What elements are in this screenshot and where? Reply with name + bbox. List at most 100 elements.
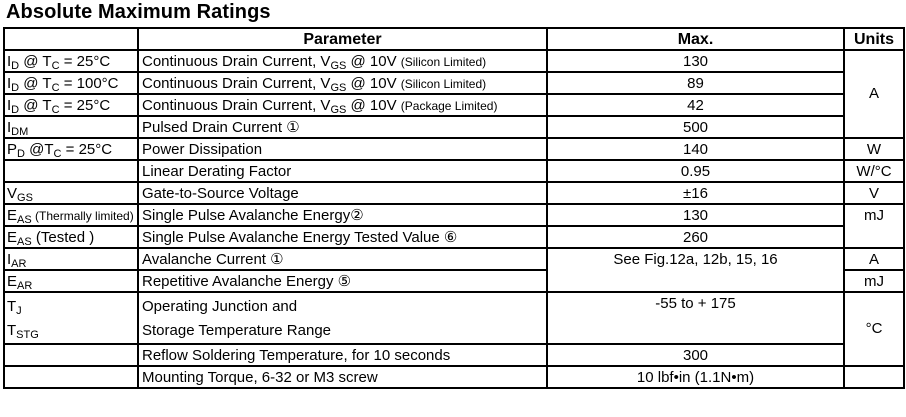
text-line: ID @ TC = 25°C	[7, 97, 110, 114]
parameter-cell: Reflow Soldering Temperature, for 10 sec…	[137, 343, 548, 367]
parameter-cell: Continuous Drain Current, VGS @ 10V (Sil…	[137, 49, 548, 73]
text-line: Pulsed Drain Current ①	[142, 119, 300, 136]
header-parameter: Parameter	[137, 27, 548, 51]
table-row: ID @ TC = 25°C Continuous Drain Current, …	[3, 49, 905, 139]
text-segment: @T	[24, 141, 54, 158]
table-row: EAR Repetitive Avalanche Energy ⑤ mJ	[3, 269, 905, 293]
subscript: DM	[11, 126, 29, 138]
parameter-cell: Continuous Drain Current, VGS @ 10V (Sil…	[137, 71, 548, 95]
parameter-cell: Linear Derating Factor	[137, 159, 548, 183]
text-line: TJ	[7, 295, 134, 319]
text-line: EAR	[7, 273, 32, 290]
text-segment: Pulsed Drain Current ①	[142, 119, 300, 136]
text-segment: (Silicon Limited)	[400, 77, 487, 91]
symbol-cell	[3, 365, 139, 389]
text-line: ID @ TC = 25°C	[7, 53, 110, 70]
subscript: D	[17, 148, 25, 160]
subscript: AR	[17, 280, 33, 292]
units-cell: °C	[843, 291, 905, 367]
symbol-cell: EAR	[3, 269, 139, 293]
text-line: Continuous Drain Current, VGS @ 10V (Pac…	[142, 97, 497, 114]
text-segment: P	[7, 141, 18, 158]
subscript: STG	[16, 329, 39, 341]
text-segment: Avalanche Current ①	[142, 251, 284, 268]
section-title: Absolute Maximum Ratings	[6, 1, 271, 23]
text-segment: Linear Derating Factor	[142, 163, 292, 180]
table-row: TJ TSTG Operating Junction and Storage Temp…	[3, 291, 905, 367]
parameter-cell: Avalanche Current ①	[137, 247, 548, 271]
table-row: IDM Pulsed Drain Current ① 500	[3, 115, 904, 139]
text-line: Single Pulse Avalanche Energy②	[142, 207, 364, 224]
text-segment: @ T	[19, 97, 52, 114]
header-max: Max.	[546, 27, 845, 51]
text-line: Linear Derating Factor	[142, 163, 291, 180]
symbol-cell: ID @ TC = 100°C	[3, 71, 139, 95]
subscript: C	[53, 148, 62, 160]
text-segment: E	[7, 229, 18, 246]
text-segment: (Silicon Limited)	[400, 55, 487, 69]
text-segment: Repetitive Avalanche Energy ⑤	[142, 273, 352, 290]
text-line: EAS (Tested )	[7, 229, 94, 246]
table-row: EAS (Thermally limited) Single Pulse Aval…	[3, 203, 905, 249]
text-line: Reflow Soldering Temperature, for 10 sec…	[142, 347, 450, 364]
header-row: Parameter Max. Units	[3, 27, 905, 51]
units-cell: W/°C	[843, 159, 905, 183]
units-cell: mJ	[843, 203, 905, 249]
text-line: Avalanche Current ①	[142, 251, 284, 268]
text-line: TSTG	[7, 319, 134, 342]
text-line: Mounting Torque, 6-32 or M3 screw	[142, 369, 378, 386]
symbol-cell: IDM	[3, 115, 139, 139]
text-segment: @ 10V	[346, 53, 401, 70]
text-segment: E	[7, 207, 18, 224]
text-line: IDM	[7, 119, 28, 136]
parameter-cell: Single Pulse Avalanche Energy②	[137, 203, 548, 227]
max-value-cell: 300	[546, 343, 845, 367]
text-line: Continuous Drain Current, VGS @ 10V (Sil…	[142, 53, 486, 70]
max-value-cell: 0.95	[546, 159, 845, 183]
text-segment: Storage Temperature Range	[142, 322, 332, 339]
table-row: Mounting Torque, 6-32 or M3 screw 10 lbf•…	[3, 365, 905, 389]
text-segment: Power Dissipation	[142, 141, 263, 158]
text-segment: @ 10V	[346, 97, 401, 114]
text-segment: @ 10V	[346, 75, 401, 92]
text-line: Single Pulse Avalanche Energy Tested Val…	[142, 229, 457, 246]
max-value-cell: 130	[546, 49, 845, 73]
subscript: GS	[330, 82, 347, 94]
text-segment: E	[7, 273, 18, 290]
max-value-cell: -55 to + 175	[546, 291, 845, 345]
text-segment: I	[7, 75, 12, 92]
header-symbol	[3, 27, 139, 51]
text-segment: Continuous Drain Current, V	[142, 53, 331, 70]
absolute-maximum-ratings-table: Parameter Max. Units ID @ TC = 25°C Conti…	[3, 27, 905, 389]
text-segment: = 100°C	[59, 75, 119, 92]
text-segment: I	[7, 119, 12, 136]
parameter-cell: Mounting Torque, 6-32 or M3 screw	[137, 365, 548, 389]
max-value-cell: 42	[546, 93, 845, 117]
text-segment: I	[7, 251, 12, 268]
parameter-cell: Repetitive Avalanche Energy ⑤	[137, 269, 548, 293]
symbol-cell	[3, 343, 139, 367]
text-line: EAS (Thermally limited)	[7, 207, 134, 224]
table-row: PD @TC = 25°C Power Dissipation 140 W	[3, 137, 905, 161]
table-row: EAS (Tested ) Single Pulse Avalanche Ener…	[3, 225, 904, 249]
symbol-cell: EAS (Tested )	[3, 225, 139, 249]
table-row: VGS Gate-to-Source Voltage ±16 V	[3, 181, 905, 205]
text-line: Gate-to-Source Voltage	[142, 185, 299, 202]
symbol-cell: TJ TSTG	[3, 291, 139, 345]
text-segment: T	[7, 298, 17, 315]
subscript: AS	[17, 236, 32, 248]
text-segment: (Tested )	[31, 229, 95, 246]
text-line: Continuous Drain Current, VGS @ 10V (Sil…	[142, 75, 486, 92]
text-segment: = 25°C	[59, 97, 111, 114]
parameter-cell: Operating Junction and Storage Temperatur…	[137, 291, 548, 345]
text-segment: Mounting Torque, 6-32 or M3 screw	[142, 369, 378, 386]
header-units: Units	[843, 27, 905, 51]
max-value-cell: See Fig.12a, 12b, 15, 16	[546, 247, 845, 293]
table-row: Reflow Soldering Temperature, for 10 sec…	[3, 343, 904, 367]
parameter-cell: Power Dissipation	[137, 137, 548, 161]
subscript: D	[11, 82, 20, 94]
table-row: ID @ TC = 100°C Continuous Drain Current,…	[3, 71, 904, 95]
max-value-cell: 500	[546, 115, 845, 139]
units-cell	[843, 365, 905, 389]
max-value-cell: ±16	[546, 181, 845, 205]
